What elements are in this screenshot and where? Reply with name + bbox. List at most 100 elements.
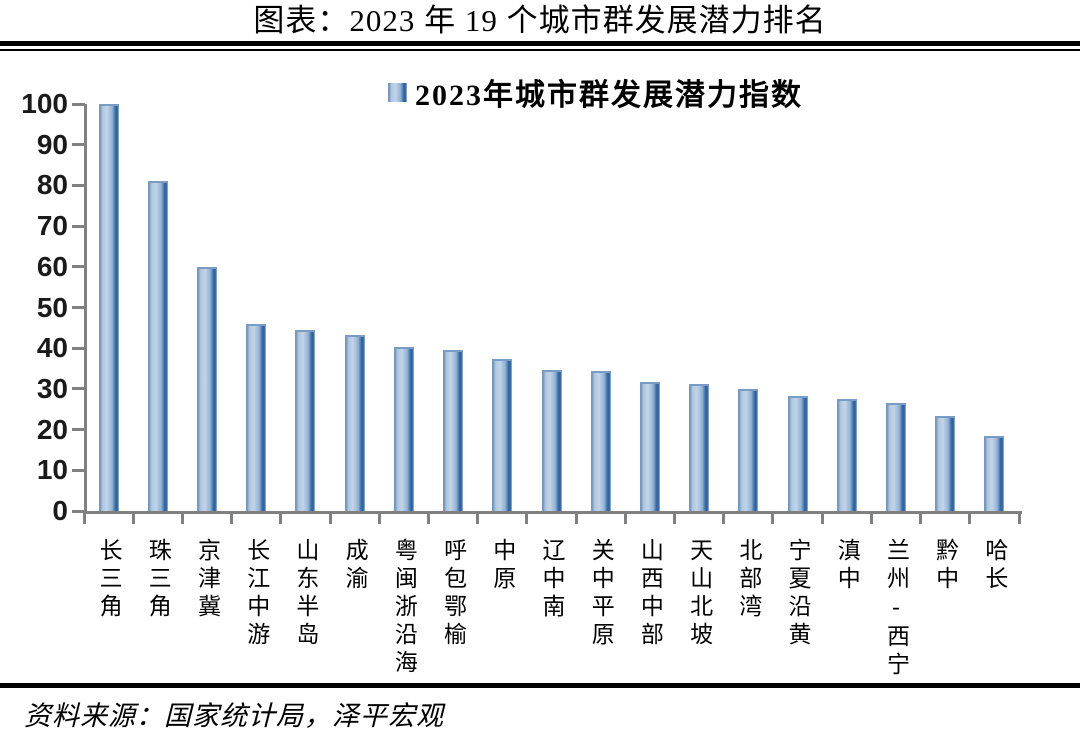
- bar-chart-plot-area: [84, 104, 1019, 511]
- bar-宁夏沿黄: [787, 396, 808, 511]
- x-axis-tick: [426, 511, 430, 524]
- bar-北部湾: [738, 388, 759, 511]
- category-label-text: 哈长: [981, 538, 1007, 594]
- category-label-text: 北部湾: [735, 538, 761, 622]
- category-label: 京津冀: [182, 538, 231, 683]
- category-label: 中原: [478, 538, 527, 683]
- y-axis-tick: [72, 509, 85, 513]
- x-axis-tick: [820, 511, 824, 524]
- category-label: 哈长: [970, 538, 1019, 683]
- category-label: 粤闽浙沿海: [379, 538, 428, 683]
- category-label-text: 粤闽浙沿海: [391, 538, 417, 678]
- category-label: 黔中: [921, 538, 970, 683]
- x-axis-tick: [377, 511, 381, 524]
- category-label-text: 山东半岛: [292, 538, 318, 650]
- category-label-text: 山西中部: [637, 538, 663, 650]
- bar-长江中游: [246, 324, 267, 511]
- y-axis-tick-label: 20: [36, 413, 68, 445]
- category-label: 山东半岛: [281, 538, 330, 683]
- category-label-text: 中原: [489, 538, 515, 594]
- x-axis-tick: [328, 511, 332, 524]
- x-axis-tick: [476, 511, 480, 524]
- x-axis: [84, 511, 1022, 514]
- category-label-text: 长江中游: [243, 538, 269, 650]
- title-divider: [0, 41, 1080, 51]
- y-axis-tick: [72, 387, 85, 391]
- y-axis-tick-label: 60: [36, 250, 68, 282]
- bar-成渝: [344, 334, 365, 511]
- bottom-divider: [0, 683, 1080, 688]
- y-axis-tick: [72, 428, 85, 432]
- bar-山东半岛: [295, 330, 316, 511]
- figure-title: 图表：2023 年 19 个城市群发展潜力排名: [253, 3, 827, 38]
- x-axis-tick: [525, 511, 529, 524]
- category-label: 成渝: [330, 538, 379, 683]
- y-axis-tick-label: 40: [36, 332, 68, 364]
- bar-天山北坡: [689, 383, 710, 511]
- category-label-text: 兰州-西宁: [883, 538, 909, 680]
- category-label: 宁夏沿黄: [773, 538, 822, 683]
- x-axis-tick: [230, 511, 234, 524]
- y-axis-tick-label: 0: [52, 495, 68, 526]
- bar-滇中: [836, 398, 857, 511]
- y-axis-tick: [72, 306, 85, 309]
- bar-黔中: [935, 416, 956, 511]
- y-axis-tick-label: 80: [36, 169, 68, 201]
- x-axis-tick: [869, 511, 873, 524]
- y-axis-tick-label: 10: [36, 454, 68, 486]
- bar-呼包鄂榆: [443, 350, 464, 511]
- y-axis-tick: [72, 102, 85, 106]
- y-axis-tick: [72, 468, 85, 472]
- x-axis-tick: [180, 511, 184, 524]
- y-axis-tick: [72, 143, 85, 147]
- bar-山西中部: [639, 381, 660, 511]
- category-label-text: 呼包鄂榆: [440, 538, 466, 650]
- x-axis-tick: [623, 511, 627, 524]
- legend-marker-icon: [388, 82, 407, 102]
- y-axis-tick-label: 90: [36, 128, 68, 160]
- bar-兰州-西宁: [885, 403, 906, 511]
- x-axis-tick: [673, 511, 677, 524]
- y-axis-tick: [72, 224, 85, 228]
- category-label-text: 成渝: [342, 538, 368, 594]
- category-label: 兰州-西宁: [871, 538, 920, 683]
- category-label-text: 滇中: [834, 538, 860, 594]
- category-label-text: 京津冀: [194, 538, 220, 622]
- category-label-text: 天山北坡: [686, 538, 712, 650]
- y-axis-tick-label: 30: [36, 372, 68, 404]
- x-axis-tick: [771, 511, 775, 524]
- category-label: 山西中部: [625, 538, 674, 683]
- x-axis-tick: [279, 511, 283, 524]
- category-label-text: 珠三角: [145, 538, 171, 622]
- category-label: 滇中: [822, 538, 871, 683]
- bar-珠三角: [147, 181, 168, 511]
- x-axis-category-labels: 长三角 珠三角 京津冀 长江中游 山东半岛 成渝 粤闽浙沿海 呼包鄂榆 中原 辽中南 关中平原 山西中…: [84, 538, 1019, 683]
- y-axis-tick-label: 100: [21, 88, 68, 119]
- x-axis-tick: [131, 511, 135, 524]
- category-label-text: 长三角: [96, 538, 122, 622]
- bar-京津冀: [197, 266, 218, 511]
- category-label: 天山北坡: [675, 538, 724, 683]
- category-label-text: 黔中: [932, 538, 958, 594]
- category-label: 辽中南: [527, 538, 576, 683]
- y-axis-tick: [72, 265, 85, 269]
- category-label: 珠三角: [133, 538, 182, 683]
- y-axis: [84, 104, 87, 514]
- category-label: 长江中游: [232, 538, 281, 683]
- y-axis-tick: [72, 183, 85, 187]
- x-axis-tick: [722, 511, 726, 524]
- category-label: 长三角: [84, 538, 133, 683]
- category-label: 北部湾: [724, 538, 773, 683]
- legend-label: 2023年城市群发展潜力指数: [415, 79, 803, 112]
- x-axis-tick: [574, 511, 578, 524]
- x-axis-tick: [82, 511, 86, 524]
- category-label: 关中平原: [576, 538, 625, 683]
- bar-长三角: [98, 104, 119, 511]
- x-axis-tick: [968, 511, 972, 524]
- category-label-text: 辽中南: [538, 538, 564, 622]
- bar-粤闽浙沿海: [393, 346, 414, 511]
- y-axis-tick-label: 70: [36, 210, 68, 242]
- bar-中原: [492, 358, 513, 511]
- bar-关中平原: [590, 370, 611, 511]
